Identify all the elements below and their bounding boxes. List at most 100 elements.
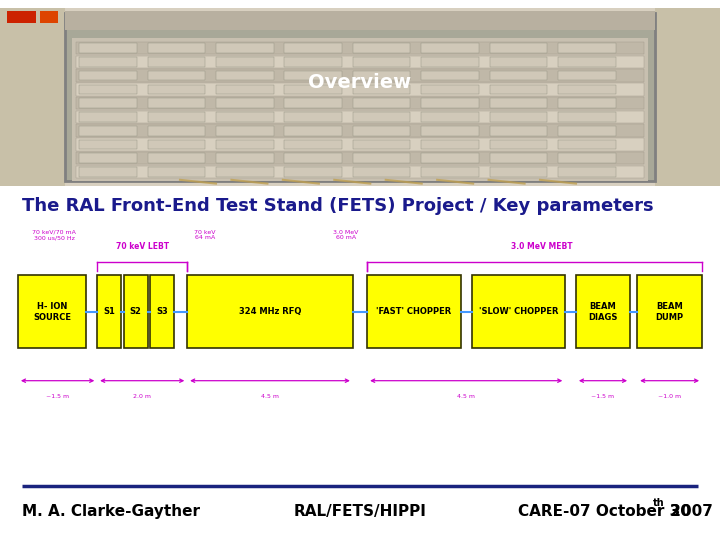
Text: H- ION
SOURCE: H- ION SOURCE	[33, 302, 71, 321]
Bar	[187, 275, 353, 348]
Bar	[216, 43, 274, 53]
Bar	[421, 71, 479, 80]
Bar	[216, 85, 274, 94]
Bar	[558, 85, 616, 94]
Bar	[490, 57, 547, 66]
Bar	[7, 11, 36, 23]
Bar	[558, 71, 616, 80]
Bar	[148, 57, 205, 66]
Text: 4.5 m: 4.5 m	[261, 394, 279, 399]
Bar	[76, 125, 644, 137]
Bar	[76, 111, 644, 123]
Bar	[558, 57, 616, 66]
Bar	[284, 43, 342, 53]
Text: ~1.5 m: ~1.5 m	[46, 394, 69, 399]
Bar	[284, 98, 342, 108]
Bar	[353, 126, 410, 136]
Bar	[421, 98, 479, 108]
Bar	[216, 153, 274, 163]
Bar	[490, 98, 547, 108]
Text: th: th	[653, 498, 665, 508]
Text: 70 keV
64 mA: 70 keV 64 mA	[194, 230, 216, 240]
Bar	[148, 98, 205, 108]
Text: S2: S2	[130, 307, 142, 316]
Bar	[558, 167, 616, 177]
Bar	[367, 275, 461, 348]
Bar	[490, 140, 547, 149]
Text: 3.0 MeV MEBT: 3.0 MeV MEBT	[511, 242, 572, 251]
Bar	[421, 140, 479, 149]
Text: 'SLOW' CHOPPER: 'SLOW' CHOPPER	[479, 307, 558, 316]
Bar	[421, 126, 479, 136]
Text: 324 MHz RFQ: 324 MHz RFQ	[239, 307, 301, 316]
Bar	[558, 153, 616, 163]
Bar	[490, 85, 547, 94]
Bar	[79, 112, 137, 122]
Text: The RAL Front-End Test Stand (FETS) Project / Key parameters: The RAL Front-End Test Stand (FETS) Proj…	[22, 197, 653, 215]
Bar	[490, 153, 547, 163]
Bar	[79, 153, 137, 163]
Bar	[353, 167, 410, 177]
Bar	[76, 97, 644, 109]
Bar	[79, 140, 137, 149]
Bar	[18, 275, 86, 348]
Bar	[353, 57, 410, 66]
Bar	[65, 11, 655, 30]
Bar	[472, 275, 565, 348]
Bar	[79, 57, 137, 66]
Bar	[148, 112, 205, 122]
Bar	[216, 57, 274, 66]
Bar	[490, 43, 547, 53]
Bar	[353, 112, 410, 122]
Bar	[124, 275, 148, 348]
Bar	[421, 43, 479, 53]
Text: 4.5 m: 4.5 m	[457, 394, 475, 399]
Text: S1: S1	[103, 307, 115, 316]
Bar	[40, 11, 58, 23]
Bar	[558, 43, 616, 53]
Text: 'FAST' CHOPPER: 'FAST' CHOPPER	[377, 307, 451, 316]
Bar	[353, 43, 410, 53]
Bar	[148, 167, 205, 177]
Bar	[65, 14, 655, 181]
Bar	[76, 83, 644, 96]
Bar	[79, 126, 137, 136]
Bar	[72, 38, 648, 181]
Bar	[148, 140, 205, 149]
Bar	[216, 112, 274, 122]
Bar	[353, 85, 410, 94]
Bar	[216, 98, 274, 108]
Text: 2.0 m: 2.0 m	[133, 394, 151, 399]
Text: S3: S3	[156, 307, 168, 316]
Bar	[97, 275, 121, 348]
Bar	[76, 152, 644, 164]
Bar	[79, 167, 137, 177]
Bar	[421, 167, 479, 177]
Bar	[0, 8, 65, 186]
Bar	[490, 71, 547, 80]
Bar	[216, 167, 274, 177]
Bar	[353, 98, 410, 108]
Bar	[284, 140, 342, 149]
Bar	[0, 8, 720, 186]
Text: RAL/FETS/HIPPI: RAL/FETS/HIPPI	[294, 504, 426, 519]
Bar	[79, 98, 137, 108]
Bar	[284, 57, 342, 66]
Bar	[284, 112, 342, 122]
Text: 2007: 2007	[665, 504, 713, 519]
Bar	[284, 126, 342, 136]
Bar	[79, 71, 137, 80]
Bar	[148, 153, 205, 163]
Text: Overview: Overview	[308, 73, 412, 92]
Bar	[353, 71, 410, 80]
Bar	[558, 112, 616, 122]
Bar	[216, 140, 274, 149]
Bar	[421, 153, 479, 163]
Bar	[76, 138, 644, 151]
Bar	[79, 43, 137, 53]
Bar	[284, 85, 342, 94]
Text: CARE-07 October 30: CARE-07 October 30	[518, 504, 691, 519]
Bar	[353, 153, 410, 163]
Bar	[148, 85, 205, 94]
Text: ~1.5 m: ~1.5 m	[591, 394, 615, 399]
